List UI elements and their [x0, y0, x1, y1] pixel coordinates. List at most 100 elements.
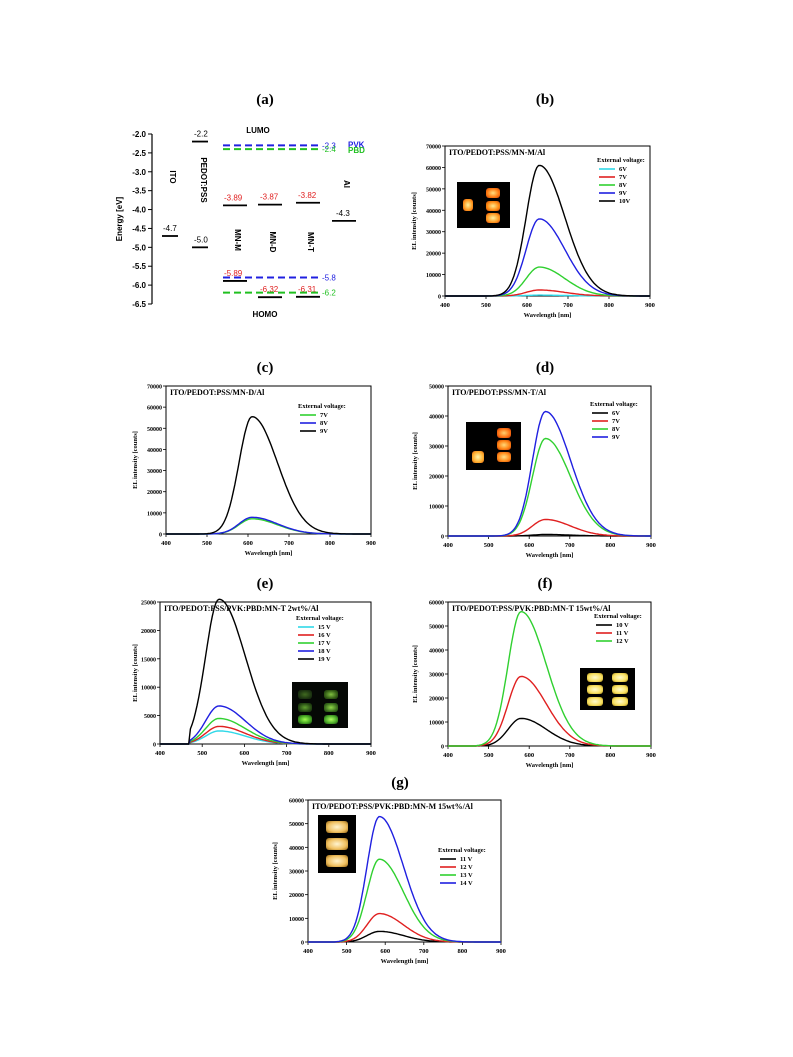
- energy-level-value: -5.0: [194, 235, 208, 244]
- x-tick-label: 800: [606, 542, 616, 549]
- panel-label-d: (d): [535, 360, 555, 376]
- x-axis-label: Wavelength [nm]: [526, 762, 574, 769]
- y-tick-label: 50000: [429, 385, 444, 391]
- y-tick-label: 10000: [289, 917, 304, 923]
- series-line: [166, 415, 371, 535]
- energy-level-value: -6.32: [260, 285, 279, 294]
- chart-title: ITO/PEDOT:PSS/MN-D/Al: [170, 388, 265, 397]
- x-tick-label: 800: [606, 752, 616, 759]
- energy-level-value: -4.3: [336, 209, 350, 218]
- x-tick-label: 500: [481, 302, 491, 309]
- x-tick-label: 500: [202, 540, 212, 547]
- chart-title: ITO/PEDOT:PSS/PVK:PBD:MN-T 15wt%/Al: [452, 604, 611, 613]
- y-tick-label: -4.5: [132, 224, 146, 233]
- x-tick-label: 500: [197, 750, 207, 757]
- y-tick-label: -2.0: [132, 130, 146, 139]
- plot-frame: [159, 601, 372, 745]
- series-line: [445, 266, 650, 297]
- panel-label-g: (g): [391, 775, 409, 791]
- y-tick-label: 50000: [429, 625, 444, 631]
- energy-level-value: -4.7: [163, 224, 177, 233]
- panel-label-f: (f): [537, 576, 553, 592]
- series-line: [448, 518, 651, 537]
- y-tick-label: 60000: [429, 601, 444, 607]
- energy-level-diagram: -2.0 -2.5 -3.0 -3.5 -4.0 -4.5 -5.0 -5.5 -6.0 -6.5…: [115, 126, 365, 319]
- material-name: ITO: [168, 170, 177, 183]
- energy-level-value: -3.89: [224, 193, 243, 202]
- x-tick-label: 400: [155, 750, 165, 757]
- y-tick-label: -3.5: [132, 187, 146, 196]
- y-tick-label: 10000: [426, 273, 441, 279]
- y-tick-label: 20000: [426, 252, 441, 258]
- y-tick-label: 20000: [429, 697, 444, 703]
- y-tick-label: -6.5: [132, 300, 146, 309]
- legend-label: 7V: [619, 174, 627, 181]
- panel-label-b: (b): [535, 92, 555, 108]
- y-tick-label: 0: [441, 535, 444, 541]
- y-tick-label: 10000: [147, 511, 162, 517]
- y-tick-label: 25000: [141, 601, 156, 607]
- series-line: [448, 410, 651, 537]
- legend-label: 7V: [612, 418, 620, 425]
- legend-label: 13 V: [460, 872, 473, 879]
- y-tick-label: 20000: [147, 490, 162, 496]
- x-tick-label: 400: [440, 302, 450, 309]
- material-name: MN-T: [306, 232, 315, 252]
- x-tick-label: 600: [243, 540, 253, 547]
- legend-label: 14 V: [460, 880, 473, 887]
- x-tick-label: 700: [284, 540, 294, 547]
- el-spectrum-chart-mn-d: 400 500 600 700 800 900 0 10000 20000 30000 40000 5…: [132, 385, 376, 558]
- y-tick-label: -3.0: [132, 168, 146, 177]
- material-name: PEDOT:PSS: [199, 157, 208, 203]
- panel-label-c: (c): [256, 360, 274, 376]
- y-tick-label: -5.5: [132, 262, 146, 271]
- y-tick-label: -6.0: [132, 281, 146, 290]
- legend-label: 6V: [619, 166, 627, 173]
- legend-title: External voltage:: [590, 401, 638, 408]
- legend-label: 9V: [612, 434, 620, 441]
- y-tick-label: 0: [301, 941, 304, 947]
- y-tick-label: 60000: [289, 799, 304, 805]
- y-tick-label: 60000: [426, 166, 441, 172]
- dashed-homo-value: -6.2: [322, 289, 336, 298]
- legend-label: 8V: [612, 426, 620, 433]
- x-axis-label: Wavelength [nm]: [381, 958, 429, 965]
- y-tick-label: 30000: [429, 445, 444, 451]
- series-line: [166, 516, 371, 535]
- homo-label: HOMO: [253, 310, 278, 319]
- y-axis-label: EL intensity [counts]: [411, 192, 418, 250]
- legend-label: 10V: [619, 198, 631, 205]
- legend-label: 8V: [320, 420, 328, 427]
- y-tick-label: 40000: [429, 415, 444, 421]
- chart-title: ITO/PEDOT:PSS/MN-M/Al: [449, 148, 546, 157]
- series-line: [308, 930, 501, 943]
- x-tick-label: 400: [161, 540, 171, 547]
- legend-label: 19 V: [318, 656, 331, 663]
- x-tick-label: 700: [563, 302, 573, 309]
- x-tick-label: 400: [443, 752, 453, 759]
- x-tick-label: 900: [366, 540, 376, 547]
- legend-label: 7V: [320, 412, 328, 419]
- x-axis-label: Wavelength [nm]: [526, 552, 574, 559]
- y-tick-label: 50000: [147, 427, 162, 433]
- chart-title: ITO/PEDOT:PSS/PVK:PBD:MN-M 15wt%/Al: [312, 802, 474, 811]
- y-tick-label: 0: [438, 295, 441, 301]
- y-tick-label: 0: [159, 533, 162, 539]
- y-tick-label: 20000: [141, 629, 156, 635]
- y-tick-label: 30000: [429, 673, 444, 679]
- plot-frame: [165, 385, 372, 535]
- y-tick-label: 40000: [289, 846, 304, 852]
- y-tick-label: 10000: [429, 721, 444, 727]
- y-axis-label: EL intensity [counts]: [412, 432, 419, 490]
- x-axis-label: Wavelength [nm]: [242, 760, 290, 767]
- energy-level-value: -6.31: [298, 285, 317, 294]
- device-photo-inset-g: [318, 815, 356, 873]
- legend-label: 17 V: [318, 640, 331, 647]
- legend-title: External voltage:: [438, 847, 486, 854]
- panel-label-e: (e): [256, 576, 274, 592]
- material-name: MN-D: [268, 232, 277, 253]
- x-tick-label: 400: [303, 948, 313, 955]
- legend-label: 12 V: [616, 638, 629, 645]
- y-tick-label: 0: [441, 745, 444, 751]
- el-spectrum-chart-mn-m: 400 500 600 700 800 900 0 10000 20000 30000 40000 5…: [411, 145, 655, 320]
